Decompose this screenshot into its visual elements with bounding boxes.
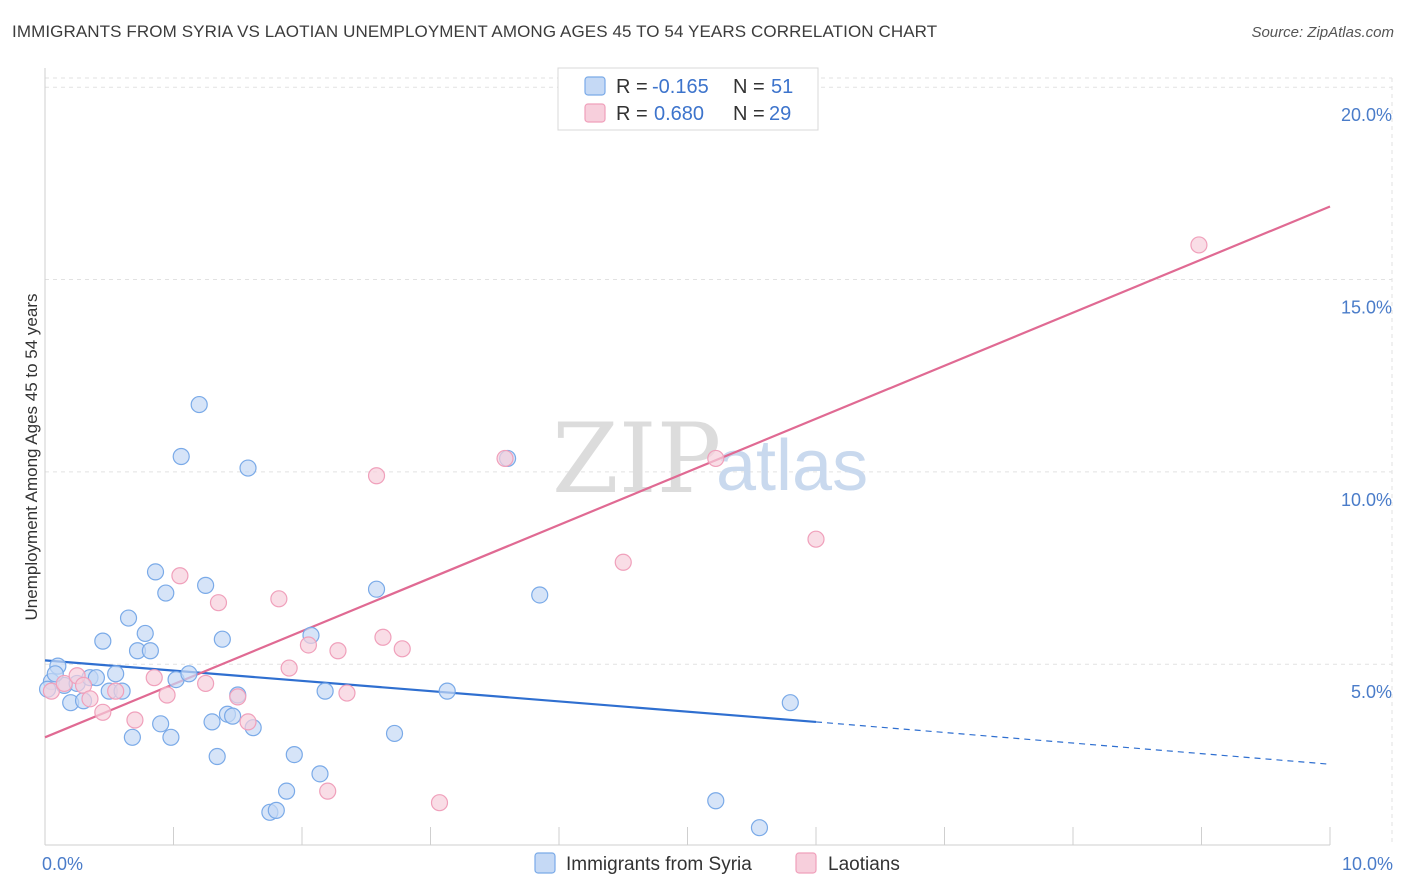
bottom-legend-label-laotians: Laotians	[828, 854, 900, 875]
point-laotians	[807, 530, 825, 548]
point-laotians	[145, 669, 163, 687]
x-tick-label: 0.0%	[42, 854, 83, 874]
point-syria	[531, 586, 549, 604]
legend-r-value-laotians: 0.680	[654, 103, 704, 125]
bottom-legend-swatch-laotians	[795, 852, 817, 874]
point-syria	[190, 395, 208, 414]
point-laotians	[55, 674, 73, 693]
legend-n-label-laotians: N =	[733, 103, 765, 125]
point-syria	[119, 609, 138, 627]
point-laotians	[338, 684, 356, 702]
point-laotians	[430, 794, 449, 812]
point-syria	[136, 624, 154, 643]
point-laotians	[42, 682, 61, 700]
point-laotians	[81, 690, 99, 708]
point-syria	[146, 563, 165, 581]
point-laotians	[209, 594, 228, 612]
point-syria	[157, 584, 175, 602]
point-syria	[438, 682, 456, 700]
legend-r-label-laotians: R =	[616, 103, 648, 125]
legend-r-label-syria: R =	[616, 76, 648, 98]
y-axis-title: Unemployment Among Ages 45 to 54 years	[22, 294, 41, 621]
point-laotians	[614, 553, 632, 571]
data-points	[38, 236, 1208, 837]
point-syria	[385, 724, 404, 743]
bottom-legend-label-syria: Immigrants from Syria	[566, 854, 752, 875]
point-syria	[141, 642, 159, 660]
point-syria	[316, 682, 334, 700]
point-laotians	[107, 682, 125, 700]
y-tick-label: 20.0%	[1341, 105, 1392, 125]
legend-n-value-syria: 51	[771, 76, 793, 98]
point-syria	[224, 707, 242, 725]
point-syria	[107, 665, 125, 683]
point-laotians	[126, 711, 144, 729]
point-syria	[180, 665, 198, 683]
axes	[44, 68, 1331, 846]
point-syria	[152, 715, 170, 733]
point-laotians	[367, 467, 386, 485]
point-laotians	[94, 703, 112, 721]
point-syria	[239, 459, 257, 477]
legend-n-label-syria: N =	[733, 76, 765, 98]
x-tick-label: 10.0%	[1342, 854, 1393, 874]
point-syria	[208, 747, 226, 766]
trend-line-laotians	[44, 205, 1331, 739]
point-laotians	[280, 659, 298, 677]
tick-labels: 5.0% 10.0% 15.0% 20.0% 0.0% 10.0%	[42, 105, 1393, 874]
y-tick-label: 5.0%	[1351, 682, 1392, 702]
trend-line-syria-extension	[815, 721, 1331, 765]
point-laotians	[239, 713, 257, 731]
legend-r-value-syria: -0.165	[652, 76, 709, 98]
point-syria	[123, 728, 141, 746]
watermark: ZIP atlas	[552, 403, 868, 515]
watermark-atlas: atlas	[716, 426, 868, 506]
point-syria	[311, 765, 329, 783]
chart-title: IMMIGRANTS FROM SYRIA VS LAOTIAN UNEMPLO…	[12, 22, 938, 41]
point-syria	[285, 746, 303, 764]
point-syria	[213, 630, 231, 648]
point-laotians	[393, 640, 411, 658]
point-laotians	[270, 590, 288, 608]
legend-n-value-laotians: 29	[769, 103, 791, 125]
trend-line-syria	[44, 659, 817, 724]
point-syria	[367, 580, 386, 598]
point-syria	[277, 782, 296, 800]
y-tick-label: 10.0%	[1341, 490, 1392, 510]
point-laotians	[496, 449, 514, 468]
point-syria	[781, 694, 799, 712]
legend-swatch-laotians	[584, 103, 606, 123]
point-laotians	[158, 686, 176, 704]
point-laotians	[171, 567, 189, 585]
point-laotians	[329, 642, 347, 660]
point-syria	[87, 669, 106, 687]
point-laotians	[707, 449, 725, 468]
point-syria	[162, 728, 180, 746]
y-tick-label: 15.0%	[1341, 298, 1392, 318]
source-label: Source: ZipAtlas.com	[1251, 24, 1394, 41]
point-syria	[172, 447, 190, 466]
watermark-zip: ZIP	[552, 403, 721, 515]
point-syria	[94, 632, 112, 650]
point-laotians	[299, 636, 318, 654]
series-legend: Immigrants from Syria Laotians	[534, 852, 900, 875]
point-laotians	[319, 782, 337, 800]
point-syria	[197, 576, 215, 594]
point-syria	[203, 713, 221, 731]
stats-legend: R = -0.165 N = 51 R = 0.680 N = 29	[557, 67, 819, 131]
bottom-legend-swatch-syria	[534, 852, 556, 874]
legend-swatch-syria	[584, 76, 606, 96]
point-syria	[707, 792, 725, 810]
point-laotians	[229, 688, 247, 706]
point-laotians	[374, 628, 392, 646]
point-laotians	[1190, 236, 1208, 254]
point-syria	[750, 819, 769, 837]
point-syria	[267, 801, 285, 819]
trend-lines	[44, 205, 1331, 765]
point-laotians	[197, 674, 215, 693]
